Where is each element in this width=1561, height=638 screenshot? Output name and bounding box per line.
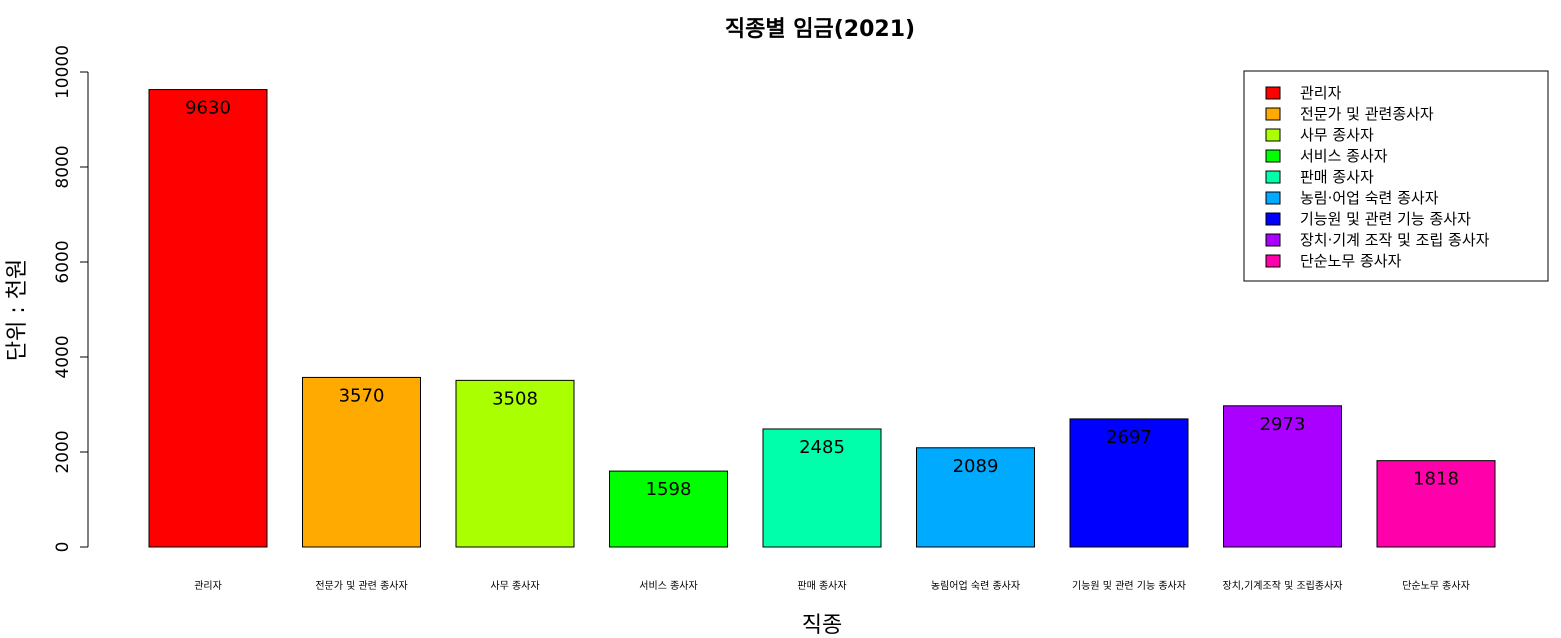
legend-swatch (1265, 149, 1281, 163)
y-axis: 0 2000 4000 6000 8000 10000 (53, 45, 89, 553)
legend-entry: 장치·기계 조작 및 조립 종사자 (1300, 231, 1490, 249)
legend-swatch (1265, 107, 1281, 121)
data-label: 2697 (1106, 427, 1152, 448)
x-category-label: 사무 종사자 (490, 580, 539, 592)
bars (148, 89, 1496, 548)
y-tick-label: 10000 (53, 45, 73, 99)
legend-entry: 관리자 (1300, 84, 1342, 102)
x-category-label: 서비스 종사자 (639, 580, 697, 592)
bar (148, 89, 268, 548)
legend-swatch (1265, 128, 1281, 142)
legend-entry: 전문가 및 관련종사자 (1300, 105, 1434, 123)
chart-title: 직종별 임금(2021) (725, 17, 915, 42)
bar (916, 447, 1035, 548)
data-labels: 9630 3570 3508 1598 2485 2089 2697 2973 1818 (185, 98, 1459, 501)
legend-swatch (1265, 86, 1281, 100)
y-tick-label: 0 (53, 542, 73, 553)
x-category-label: 장치,기계조작 및 조립종사자 (1223, 579, 1343, 592)
data-label: 2973 (1260, 414, 1306, 435)
legend-box (1243, 70, 1549, 282)
bar (302, 376, 421, 548)
x-axis-title: 직종 (802, 613, 842, 638)
data-label: 9630 (185, 98, 231, 119)
x-category-label: 단순노무 종사자 (1402, 580, 1470, 592)
data-label: 3570 (339, 385, 385, 406)
data-label: 2089 (953, 456, 999, 477)
data-label: 1818 (1413, 469, 1459, 490)
data-label: 1598 (646, 479, 692, 500)
legend-swatch (1265, 170, 1281, 184)
bar (455, 379, 575, 548)
bar (1376, 460, 1496, 548)
y-tick-label: 6000 (53, 240, 73, 283)
legend-entry: 기능원 및 관련 기능 종사자 (1300, 210, 1471, 228)
legend-entry: 서비스 종사자 (1300, 147, 1388, 165)
legend-entry: 판매 종사자 (1300, 168, 1374, 186)
y-tick-label: 8000 (53, 145, 73, 188)
legend-swatch (1265, 233, 1281, 247)
data-label: 3508 (492, 388, 538, 409)
legend-swatch (1265, 254, 1281, 268)
x-category-label: 기능원 및 관련 기능 종사자 (1072, 580, 1186, 592)
y-axis-title: 단위 : 천원 (5, 259, 30, 361)
bar (762, 428, 882, 548)
bar (1223, 405, 1342, 548)
legend-swatch (1265, 212, 1281, 226)
legend-entry: 농림·어업 숙련 종사자 (1300, 189, 1439, 207)
bar (1069, 418, 1189, 548)
x-category-label: 농림어업 숙련 종사자 (931, 579, 1020, 592)
y-tick-label: 2000 (53, 430, 73, 473)
x-category-label: 전문가 및 관련 종사자 (315, 580, 407, 592)
legend-swatch (1265, 191, 1281, 205)
bar (609, 470, 728, 548)
data-label: 2485 (799, 437, 845, 458)
legend-entry: 사무 종사자 (1300, 126, 1374, 144)
category-labels: 관리자 전문가 및 관련 종사자 사무 종사자 서비스 종사자 판매 종사자 농림어업 숙… (194, 579, 1470, 592)
x-category-label: 관리자 (194, 580, 222, 592)
x-category-label: 판매 종사자 (797, 580, 846, 592)
legend-entry: 단순노무 종사자 (1300, 252, 1402, 270)
y-tick-label: 4000 (53, 335, 73, 378)
